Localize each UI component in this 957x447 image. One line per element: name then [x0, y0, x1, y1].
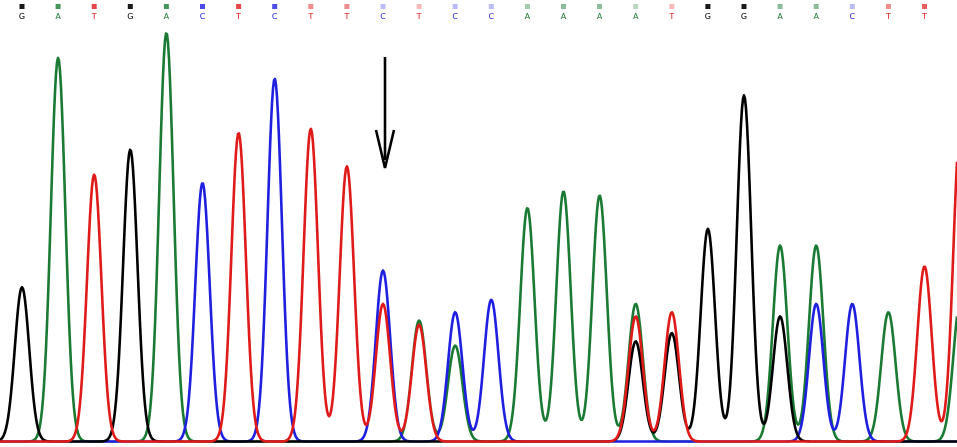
quality-mark: [777, 4, 783, 9]
base-call: A: [55, 12, 61, 21]
quality-mark: [885, 4, 891, 9]
base-call: A: [561, 12, 567, 21]
trace-T: [0, 127, 957, 443]
quality-mark: [922, 4, 927, 9]
arrow-head-icon: [374, 129, 396, 169]
quality-mark: [849, 4, 855, 9]
base-call: T: [885, 12, 891, 21]
base-call: C: [850, 12, 856, 21]
quality-mark: [524, 4, 530, 9]
base-call: A: [164, 12, 170, 21]
quality-mark: [705, 4, 711, 9]
base-call: T: [416, 12, 422, 21]
base-call: T: [343, 12, 349, 21]
annotation-layer: [374, 57, 396, 169]
base-call: A: [777, 12, 783, 21]
base-call: C: [380, 12, 386, 21]
quality-mark: [55, 4, 61, 9]
base-call: C: [452, 12, 458, 21]
base-call: G: [741, 12, 747, 21]
quality-mark: [633, 4, 639, 9]
base-call: G: [19, 12, 25, 21]
quality-mark: [272, 4, 278, 9]
quality-mark: [597, 4, 603, 9]
base-call: T: [235, 12, 241, 21]
quality-mark: [344, 4, 350, 9]
base-call: A: [813, 12, 819, 21]
quality-mark: [813, 4, 819, 9]
base-call: G: [127, 12, 133, 21]
quality-mark: [236, 4, 242, 9]
quality-mark: [308, 4, 314, 9]
quality-mark: [561, 4, 566, 9]
base-call: A: [633, 12, 639, 21]
base-call: G: [705, 12, 711, 21]
quality-mark: [91, 4, 97, 9]
quality-mark: [741, 4, 747, 9]
base-call: T: [921, 12, 927, 21]
quality-mark: [200, 4, 205, 9]
base-call: A: [525, 12, 531, 21]
quality-mark: [669, 4, 675, 9]
base-call: T: [668, 12, 674, 21]
base-call: T: [91, 12, 97, 21]
base-call: C: [200, 12, 206, 21]
quality-mark: [488, 4, 494, 9]
base-call: T: [307, 12, 313, 21]
quality-mark: [163, 4, 169, 9]
quality-mark: [380, 4, 386, 9]
base-call: C: [272, 12, 278, 21]
quality-mark: [416, 4, 422, 9]
quality-mark: [452, 4, 458, 9]
base-call: C: [489, 12, 495, 21]
trace-lines: [0, 32, 957, 443]
quality-mark: [19, 4, 25, 9]
base-call: A: [597, 12, 603, 21]
quality-bars: [19, 4, 927, 9]
quality-mark: [127, 4, 133, 9]
